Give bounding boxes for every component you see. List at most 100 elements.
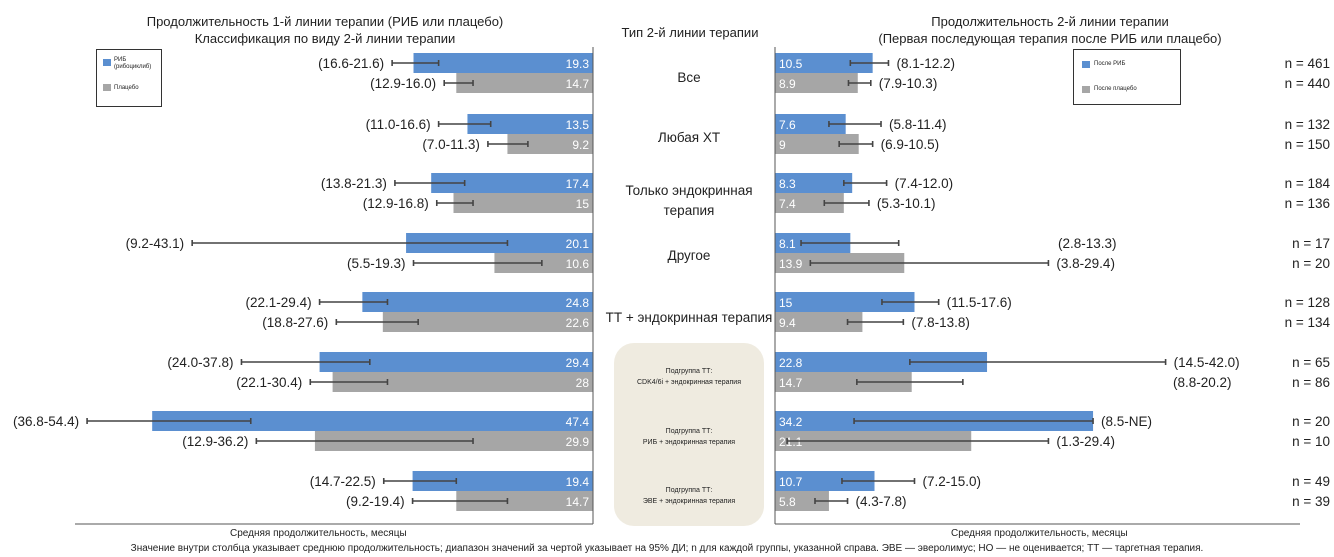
left-title-line1: Продолжительность 1-й линии терапии (РИБ… bbox=[146, 14, 504, 29]
category-label-endocrine-only-line2: терапия bbox=[663, 203, 715, 218]
n-label-1-3: n = 20 bbox=[1292, 256, 1330, 271]
legend-swatch-rib bbox=[103, 59, 111, 66]
left-bar-value-0-1: 13.5 bbox=[566, 118, 590, 132]
right-ci-label-0-7: (7.2-15.0) bbox=[923, 474, 982, 489]
footnote: Значение внутри столбца указывает средню… bbox=[130, 543, 1204, 554]
right-bar-0-5 bbox=[775, 352, 988, 372]
right-bar-value-1-7: 5.8 bbox=[779, 495, 796, 509]
right-ci-label-1-1: (6.9-10.5) bbox=[881, 137, 940, 152]
left-ci-label-0-5: (24.0-37.8) bbox=[167, 355, 233, 370]
n-label-0-1: n = 132 bbox=[1285, 117, 1330, 132]
left-bar-1-7 bbox=[456, 491, 593, 511]
right-title-line2: (Первая последующая терапия после РИБ ил… bbox=[878, 31, 1222, 46]
subgroup-panel bbox=[614, 343, 764, 526]
left-bar-1-0 bbox=[456, 73, 593, 93]
right-bar-1-2 bbox=[775, 193, 844, 213]
subgroup-eve-label-2: ЭВЕ + эндокринная терапия bbox=[642, 498, 736, 505]
right-ci-label-1-5: (8.8-20.2) bbox=[1173, 375, 1232, 390]
right-bar-0-2 bbox=[775, 173, 853, 193]
right-bar-value-1-5: 14.7 bbox=[779, 376, 803, 390]
n-label-1-1: n = 150 bbox=[1285, 137, 1330, 152]
subgroup-cdk-label-1: Подгруппа ТТ: bbox=[665, 368, 713, 375]
right-ci-label-0-1: (5.8-11.4) bbox=[889, 117, 947, 132]
left-bar-1-3 bbox=[494, 253, 593, 273]
left-bar-0-5 bbox=[319, 352, 593, 372]
legend-swatch-after-placebo bbox=[1082, 86, 1090, 93]
right-ci-label-0-3: (2.8-13.3) bbox=[1058, 236, 1117, 251]
left-bar-0-0 bbox=[413, 53, 593, 73]
left-ci-label-1-0: (12.9-16.0) bbox=[370, 76, 436, 91]
category-label-all: Все bbox=[677, 70, 701, 85]
right-bar-value-1-6: 21.1 bbox=[779, 435, 803, 449]
left-bar-value-1-5: 28 bbox=[576, 376, 590, 390]
n-label-0-0: n = 461 bbox=[1285, 56, 1330, 71]
left-bar-value-0-0: 19.3 bbox=[566, 57, 590, 71]
left-bar-0-6 bbox=[152, 411, 593, 431]
right-ci-label-1-4: (7.8-13.8) bbox=[911, 315, 970, 330]
right-bar-0-7 bbox=[775, 471, 875, 491]
right-bar-0-1 bbox=[775, 114, 846, 134]
left-bar-1-2 bbox=[453, 193, 593, 213]
left-bar-value-1-0: 14.7 bbox=[566, 77, 590, 91]
left-ci-label-1-7: (9.2-19.4) bbox=[346, 494, 405, 509]
legend-swatch-after-rib bbox=[1082, 61, 1090, 68]
right-bar-value-0-2: 8.3 bbox=[779, 177, 796, 191]
left-ci-label-0-0: (16.6-21.6) bbox=[318, 56, 384, 71]
right-bar-1-4 bbox=[775, 312, 863, 332]
left-ci-label-0-6: (36.8-54.4) bbox=[13, 414, 79, 429]
left-bar-value-1-4: 22.6 bbox=[566, 316, 590, 330]
category-label-tt-endocrine: ТТ + эндокринная терапия bbox=[605, 310, 773, 325]
right-axis-label: Средняя продолжительность, месяцы bbox=[951, 528, 1128, 539]
legend-sublabel-rib: (рибоциклиб) bbox=[114, 64, 152, 70]
left-bar-0-2 bbox=[431, 173, 593, 193]
n-label-0-4: n = 128 bbox=[1285, 295, 1330, 310]
category-label-endocrine-only: Только эндокринная bbox=[625, 183, 753, 198]
left-bar-value-1-2: 15 bbox=[576, 197, 590, 211]
left-bar-value-0-4: 24.8 bbox=[566, 296, 590, 310]
right-title-line1: Продолжительность 2-й линии терапии bbox=[931, 14, 1169, 29]
left-bar-1-4 bbox=[382, 312, 593, 332]
right-ci-label-0-2: (7.4-12.0) bbox=[895, 176, 954, 191]
left-axis-label: Средняя продолжительность, месяцы bbox=[230, 528, 407, 539]
left-ci-label-0-2: (13.8-21.3) bbox=[321, 176, 387, 191]
left-ci-label-0-7: (14.7-22.5) bbox=[310, 474, 376, 489]
n-label-0-7: n = 49 bbox=[1292, 474, 1330, 489]
legend-label-after-rib: После РИБ bbox=[1094, 61, 1126, 67]
right-bar-value-1-1: 9 bbox=[779, 138, 786, 152]
left-ci-label-0-1: (11.0-16.6) bbox=[366, 117, 431, 132]
right-bar-1-1 bbox=[775, 134, 859, 154]
legend-label-after-placebo: После плацебо bbox=[1094, 86, 1137, 92]
right-legend: После РИБ После плацебо bbox=[1073, 49, 1181, 105]
left-ci-label-1-1: (7.0-11.3) bbox=[422, 137, 480, 152]
left-bar-value-1-1: 9.2 bbox=[572, 138, 589, 152]
n-label-1-2: n = 136 bbox=[1285, 196, 1330, 211]
right-bar-value-1-2: 7.4 bbox=[779, 197, 796, 211]
chart-marks: 19.3 (16.6-21.6) 13.5 (11.0-16.6) 17.4 (13.8-… bbox=[13, 53, 1330, 511]
n-label-1-5: n = 86 bbox=[1292, 375, 1330, 390]
right-bar-value-1-3: 13.9 bbox=[779, 257, 803, 271]
left-bar-0-4 bbox=[362, 292, 593, 312]
category-label-other: Другое bbox=[667, 248, 711, 263]
left-ci-label-1-2: (12.9-16.8) bbox=[363, 196, 429, 211]
left-bar-value-1-6: 29.9 bbox=[566, 435, 590, 449]
subgroup-eve-label-1: Подгруппа ТТ: bbox=[665, 487, 713, 494]
right-bar-value-0-1: 7.6 bbox=[779, 118, 796, 132]
right-ci-label-1-3: (3.8-29.4) bbox=[1056, 256, 1115, 271]
right-bar-value-0-3: 8.1 bbox=[779, 237, 796, 251]
left-ci-label-1-6: (12.9-36.2) bbox=[182, 434, 248, 449]
n-label-0-2: n = 184 bbox=[1285, 176, 1331, 191]
n-label-1-4: n = 134 bbox=[1285, 315, 1331, 330]
center-title: Тип 2-й линии терапии bbox=[621, 25, 759, 40]
right-bar-value-0-6: 34.2 bbox=[779, 415, 803, 429]
left-bar-value-0-5: 29.4 bbox=[566, 356, 590, 370]
left-ci-label-0-3: (9.2-43.1) bbox=[126, 236, 185, 251]
legend-label-placebo: Плацебо bbox=[114, 85, 139, 91]
n-label-0-3: n = 17 bbox=[1292, 236, 1330, 251]
legend-label-rib: РИБ bbox=[114, 57, 127, 63]
right-ci-label-1-7: (4.3-7.8) bbox=[856, 494, 907, 509]
subgroup-rib-label-1: Подгруппа ТТ: bbox=[665, 428, 713, 435]
n-label-0-6: n = 20 bbox=[1292, 414, 1330, 429]
right-ci-label-0-6: (8.5-NE) bbox=[1101, 414, 1152, 429]
n-label-1-7: n = 39 bbox=[1292, 494, 1330, 509]
